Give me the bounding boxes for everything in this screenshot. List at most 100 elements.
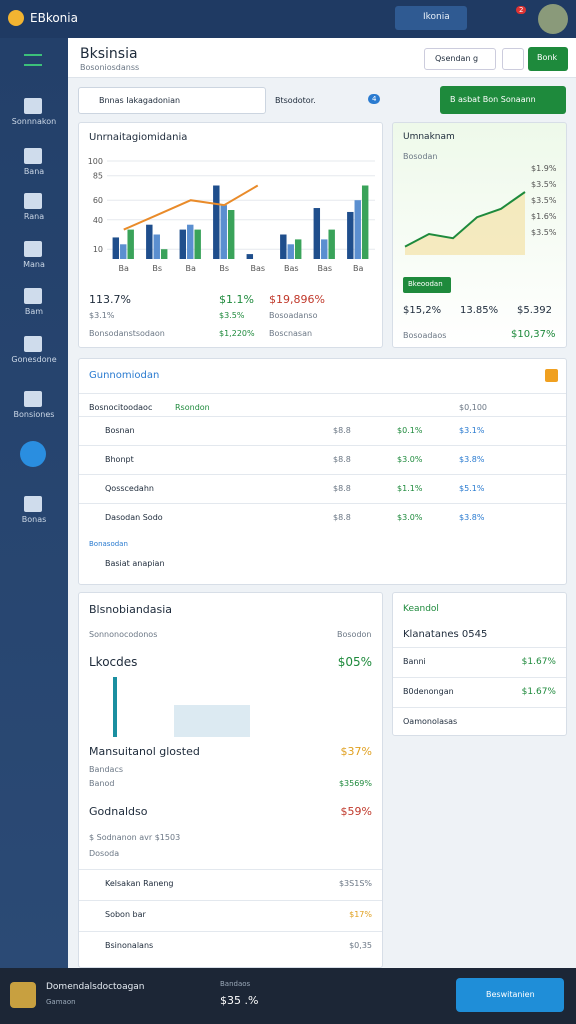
list-row[interactable]: Oamonolasas xyxy=(393,707,566,735)
item-label: Godnaldso xyxy=(89,805,148,818)
chart-label: $1.9% xyxy=(531,164,557,173)
trend-card: Umnaknam Bosodan $1.9% $3.5% $3.5% $1.6% $3.… xyxy=(392,122,567,348)
headline: Klanatanes 0545 xyxy=(403,629,488,640)
bottom-bar: Domendalsdoctoagan Gamaon Bandaos $35 .%… xyxy=(0,968,576,1024)
bar xyxy=(227,210,235,259)
search-button[interactable]: Ikonia xyxy=(395,6,467,30)
nav-label: Bonsiones xyxy=(13,410,55,419)
row-label: Sobon bar xyxy=(105,910,146,919)
foot-value: $10,37% xyxy=(511,329,556,340)
table-row[interactable]: Bhonpt $8.8 $3.0% $3.8% xyxy=(79,445,566,473)
list-row[interactable]: Banni $1.67% xyxy=(393,647,566,675)
nav-label: Bam xyxy=(24,307,44,316)
row-label: B0denongan xyxy=(403,687,454,696)
item-value: $37% xyxy=(340,745,372,758)
item-value: $3569% xyxy=(338,779,372,788)
nav-label: Sonnnakon xyxy=(11,117,57,126)
row-label: Bsinonalans xyxy=(105,941,154,950)
search-input[interactable]: Bnnas Iakagadonian xyxy=(78,87,266,114)
card-button[interactable]: Bkeoodan xyxy=(403,277,451,293)
stat: $19,896% xyxy=(269,293,325,306)
header: Bksinsia Bosoniosdanss Qsendan g Bonk xyxy=(68,38,576,78)
table-head: Bosnocitoodaoc Rsondon $0,100 xyxy=(79,393,566,421)
head: Sonnonocodonos xyxy=(89,630,158,639)
stat: 113.7% xyxy=(89,293,131,306)
card-title: Umnaknam xyxy=(403,132,455,142)
stat: $3.5% xyxy=(219,311,245,320)
item-value: $59% xyxy=(340,805,372,818)
bar xyxy=(287,244,294,259)
nav-icon[interactable] xyxy=(24,193,42,209)
filter[interactable]: Qsendan g xyxy=(424,48,496,70)
bar-chart: 10 40 60 85 100 Ba Bs Ba Bs Bas Bas Bas Ba xyxy=(88,157,375,273)
y-tick-label: 100 xyxy=(88,157,103,166)
nav-icon[interactable] xyxy=(24,496,42,512)
bar xyxy=(187,224,194,259)
cell: $0.1% xyxy=(397,426,423,435)
bar xyxy=(179,229,187,259)
nav-icon[interactable] xyxy=(24,148,42,164)
area xyxy=(405,192,525,255)
nav-icon[interactable] xyxy=(24,391,42,407)
icon xyxy=(545,369,558,382)
y-tick-label: 40 xyxy=(93,216,103,225)
y-tick-label: 60 xyxy=(93,196,103,205)
side-card: Keandol Klanatanes 0545 Banni $1.67% B0den… xyxy=(392,592,567,736)
list-row[interactable]: Sobon bar $17% xyxy=(79,900,382,928)
cell: $8.8 xyxy=(333,513,351,522)
divider xyxy=(113,677,117,737)
foot-label: Bosoadaos xyxy=(403,331,447,340)
card-title: Keandol xyxy=(403,604,439,614)
bar xyxy=(246,254,254,259)
table-row[interactable]: Qosscedahn $8.8 $1.1% $5.1% xyxy=(79,474,566,502)
nav-icon[interactable] xyxy=(24,98,42,114)
list-row[interactable]: B0denongan $1.67% xyxy=(393,677,566,705)
logo: EBkonia xyxy=(30,11,78,25)
item-label: Lkocdes xyxy=(89,655,138,669)
stat: $1,220% xyxy=(219,329,255,338)
row-value: $1.67% xyxy=(521,657,556,667)
x-tick-label: Bas xyxy=(284,264,299,273)
item-label: Banod xyxy=(89,779,115,788)
primary-button[interactable]: B asbat Bon Sonaann xyxy=(440,86,566,114)
row-value: $17% xyxy=(349,910,372,919)
nav-icon[interactable] xyxy=(24,241,42,257)
line xyxy=(404,191,526,248)
row-value: $3S1S% xyxy=(338,879,372,888)
cell: $1.1% xyxy=(397,484,423,493)
bar xyxy=(112,237,120,259)
x-tick-label: Ba xyxy=(353,264,363,273)
bar xyxy=(321,239,328,259)
bar xyxy=(220,205,227,259)
badge: 2 xyxy=(516,6,527,14)
chart-label: $3.5% xyxy=(531,196,557,205)
nav-icon[interactable] xyxy=(24,336,42,352)
table-row[interactable]: Dasodan Sodo $8.8 $3.0% $3.8% xyxy=(79,503,566,531)
stat: $5.392 xyxy=(517,305,552,316)
active-item[interactable] xyxy=(20,441,46,467)
nav-icon[interactable] xyxy=(24,288,42,304)
chart-label: $3.5% xyxy=(531,228,557,237)
icon-button[interactable] xyxy=(502,48,524,70)
y-tick-label: 85 xyxy=(93,172,103,181)
bottom-label: Bandaos xyxy=(220,980,251,988)
bar xyxy=(294,239,302,259)
detail-card: Blsnobiandasia Sonnonocodonos Bosodon Lk… xyxy=(78,592,383,968)
stat: 13.85% xyxy=(460,305,499,316)
action-button[interactable]: Bonk xyxy=(528,47,568,71)
menu-icon[interactable] xyxy=(24,54,42,66)
foot-link[interactable]: Basiat anapian xyxy=(105,559,165,568)
avatar[interactable] xyxy=(538,4,568,34)
table-row[interactable]: Bosnan $8.8 $0.1% $3.1% xyxy=(79,416,566,444)
bottom-button[interactable]: Beswitanien xyxy=(456,978,564,1012)
highlight xyxy=(174,705,250,737)
list-row[interactable]: Kelsakan Raneng $3S1S% xyxy=(79,869,382,897)
nav-label: Gonesdone xyxy=(11,355,57,364)
bar xyxy=(153,234,160,259)
list-row[interactable]: Bsinonalans $0,35 xyxy=(79,931,382,959)
chart-label: $3.5% xyxy=(531,180,557,189)
bar xyxy=(127,229,134,259)
topbar: EBkonia Ikonia 2 xyxy=(0,0,576,38)
bar xyxy=(361,185,369,259)
